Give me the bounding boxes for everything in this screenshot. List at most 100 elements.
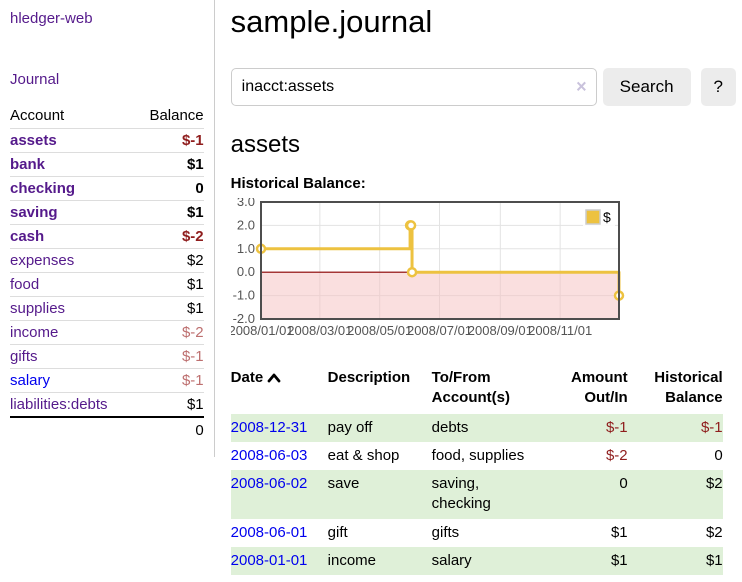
svg-text:2008/05/01: 2008/05/01 bbox=[347, 323, 412, 338]
account-row: food $1 bbox=[10, 272, 204, 297]
transaction-description: gift bbox=[327, 523, 348, 541]
main-content: sample.journal × Search ? assets Histori… bbox=[215, 0, 742, 575]
chart-title: Historical Balance: bbox=[230, 175, 366, 192]
accounts-column-header: Account bbox=[10, 107, 65, 124]
account-link-expenses[interactable]: expenses bbox=[10, 252, 75, 269]
transaction-date-link[interactable]: 2008-06-03 bbox=[230, 446, 308, 464]
sidebar-item-journal[interactable]: Journal bbox=[10, 71, 60, 88]
svg-text:2008/11/01: 2008/11/01 bbox=[528, 323, 592, 338]
account-balance: $-1 bbox=[181, 372, 204, 389]
account-row: salary $-1 bbox=[10, 368, 204, 393]
account-link-salary[interactable]: salary bbox=[10, 372, 51, 389]
account-row: liabilities:debts $1 bbox=[10, 392, 204, 418]
search-button[interactable]: Search bbox=[602, 68, 691, 106]
account-link-food[interactable]: food bbox=[10, 276, 40, 293]
transaction-row: 2008-12-31 pay off debts $-1 $-1 bbox=[230, 413, 723, 442]
account-link-cash[interactable]: cash bbox=[10, 228, 45, 245]
account-row: bank $1 bbox=[10, 152, 204, 177]
account-row: saving $1 bbox=[10, 200, 204, 225]
account-link-liabilities-debts[interactable]: liabilities:debts bbox=[10, 396, 108, 413]
account-balance: $-1 bbox=[181, 348, 204, 365]
account-row: expenses $2 bbox=[10, 248, 204, 273]
svg-text:$: $ bbox=[603, 209, 611, 225]
accounts-balance-table: Account Balance assets $-1 bank $1 checking 0… bbox=[10, 104, 204, 443]
transaction-balance: $-1 bbox=[700, 418, 723, 436]
transaction-date-link[interactable]: 2008-01-01 bbox=[230, 551, 308, 569]
register-table: Date Description To/From Account(s) Amou… bbox=[230, 366, 723, 575]
transaction-row: 2008-01-01 income salary $1 $1 bbox=[230, 546, 723, 575]
account-row: supplies $1 bbox=[10, 296, 204, 321]
account-row: cash $-2 bbox=[10, 224, 204, 249]
account-balance: $1 bbox=[186, 156, 204, 173]
transaction-balance: 0 bbox=[714, 446, 723, 464]
transaction-date-link[interactable]: 2008-06-02 bbox=[230, 475, 308, 492]
account-link-checking[interactable]: checking bbox=[10, 180, 76, 197]
svg-text:2008/01/01: 2008/01/01 bbox=[231, 323, 294, 338]
transaction-balance: $2 bbox=[705, 523, 723, 541]
transaction-accounts: debts bbox=[431, 418, 469, 436]
account-link-income[interactable]: income bbox=[10, 324, 59, 341]
account-balance: $-2 bbox=[181, 324, 204, 341]
transaction-row: 2008-06-02 save saving, checking 0 $2 bbox=[230, 470, 723, 519]
register-header-description: Description bbox=[327, 369, 411, 386]
account-link-assets[interactable]: assets bbox=[10, 132, 57, 149]
balance-chart: $3.0 2.0 1.0 0.0 -1.0 -2.02008/01/012008/03/0… bbox=[228, 194, 624, 338]
transaction-description: pay off bbox=[327, 418, 373, 436]
transaction-date-link[interactable]: 2008-12-31 bbox=[230, 418, 308, 436]
account-balance: $1 bbox=[186, 396, 204, 413]
transaction-description: income bbox=[327, 551, 377, 569]
register-header-accounts: To/From Account(s) bbox=[431, 369, 510, 407]
account-row: assets $-1 bbox=[10, 128, 204, 153]
transaction-row: 2008-06-01 gift gifts $1 $2 bbox=[231, 519, 723, 547]
account-link-gifts[interactable]: gifts bbox=[10, 348, 38, 365]
transaction-balance: $1 bbox=[705, 551, 723, 569]
transaction-row: 2008-06-03 eat & shop food, supplies $-2 0 bbox=[231, 442, 723, 470]
account-row: checking 0 bbox=[10, 176, 204, 201]
sidebar: hledger-web Journal Account Balance asse… bbox=[0, 0, 215, 457]
transaction-amount: 0 bbox=[619, 475, 628, 492]
svg-text:2.0: 2.0 bbox=[237, 217, 255, 232]
transaction-amount: $1 bbox=[610, 523, 628, 541]
svg-text:3.0: 3.0 bbox=[237, 198, 255, 209]
account-balance: $1 bbox=[186, 300, 204, 317]
transaction-amount: $1 bbox=[610, 551, 628, 569]
svg-text:-1.0: -1.0 bbox=[232, 288, 254, 303]
account-balance: $-1 bbox=[181, 132, 204, 149]
register-header-date[interactable]: Date bbox=[231, 366, 328, 414]
transaction-accounts: saving, checking bbox=[431, 475, 491, 513]
page-title: sample.journal bbox=[230, 4, 433, 39]
svg-text:2008/03/01: 2008/03/01 bbox=[287, 323, 352, 338]
transaction-date-link[interactable]: 2008-06-01 bbox=[230, 523, 308, 541]
search-bar: × Search ? bbox=[230, 68, 736, 106]
transaction-description: save bbox=[327, 475, 360, 492]
register-header-amount: Amount Out/In bbox=[571, 369, 628, 407]
accounts-total-value: 0 bbox=[195, 422, 204, 439]
transaction-description: eat & shop bbox=[327, 446, 400, 464]
account-balance: 0 bbox=[195, 180, 204, 197]
transaction-accounts: food, supplies bbox=[431, 446, 525, 464]
sort-ascending-icon bbox=[267, 373, 281, 383]
svg-text:0.0: 0.0 bbox=[237, 264, 255, 279]
svg-text:2008/07/01: 2008/07/01 bbox=[407, 323, 472, 338]
transaction-accounts: gifts bbox=[431, 523, 460, 541]
account-row: gifts $-1 bbox=[10, 344, 204, 369]
search-input[interactable] bbox=[230, 68, 597, 106]
account-balance: $1 bbox=[186, 276, 204, 293]
account-link-supplies[interactable]: supplies bbox=[10, 300, 66, 317]
clear-search-icon[interactable]: × bbox=[576, 76, 587, 97]
account-link-bank[interactable]: bank bbox=[10, 156, 46, 173]
help-button[interactable]: ? bbox=[700, 68, 736, 106]
svg-text:1.0: 1.0 bbox=[237, 241, 255, 256]
transaction-amount: $-1 bbox=[605, 418, 628, 436]
balance-column-header: Balance bbox=[149, 107, 204, 124]
account-link-saving[interactable]: saving bbox=[10, 204, 58, 221]
account-balance: $1 bbox=[186, 204, 204, 221]
app-title-link[interactable]: hledger-web bbox=[10, 10, 93, 27]
register-header-balance: Historical Balance bbox=[654, 369, 723, 407]
account-balance: $2 bbox=[186, 252, 204, 269]
transaction-balance: $2 bbox=[705, 475, 723, 492]
account-row: income $-2 bbox=[10, 320, 204, 345]
transaction-accounts: salary bbox=[431, 551, 472, 569]
svg-text:2008/09/01: 2008/09/01 bbox=[467, 323, 532, 338]
